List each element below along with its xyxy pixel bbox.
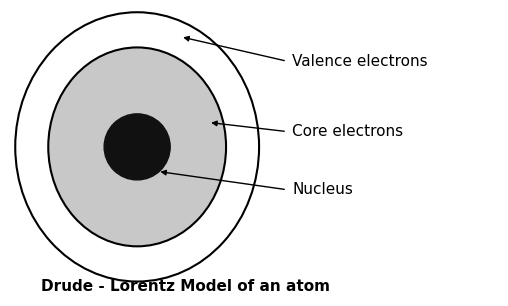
Text: Drude - Lorentz Model of an atom: Drude - Lorentz Model of an atom (41, 279, 330, 294)
Text: Nucleus: Nucleus (292, 182, 353, 197)
Text: Core electrons: Core electrons (292, 124, 403, 139)
Text: Valence electrons: Valence electrons (292, 54, 428, 69)
